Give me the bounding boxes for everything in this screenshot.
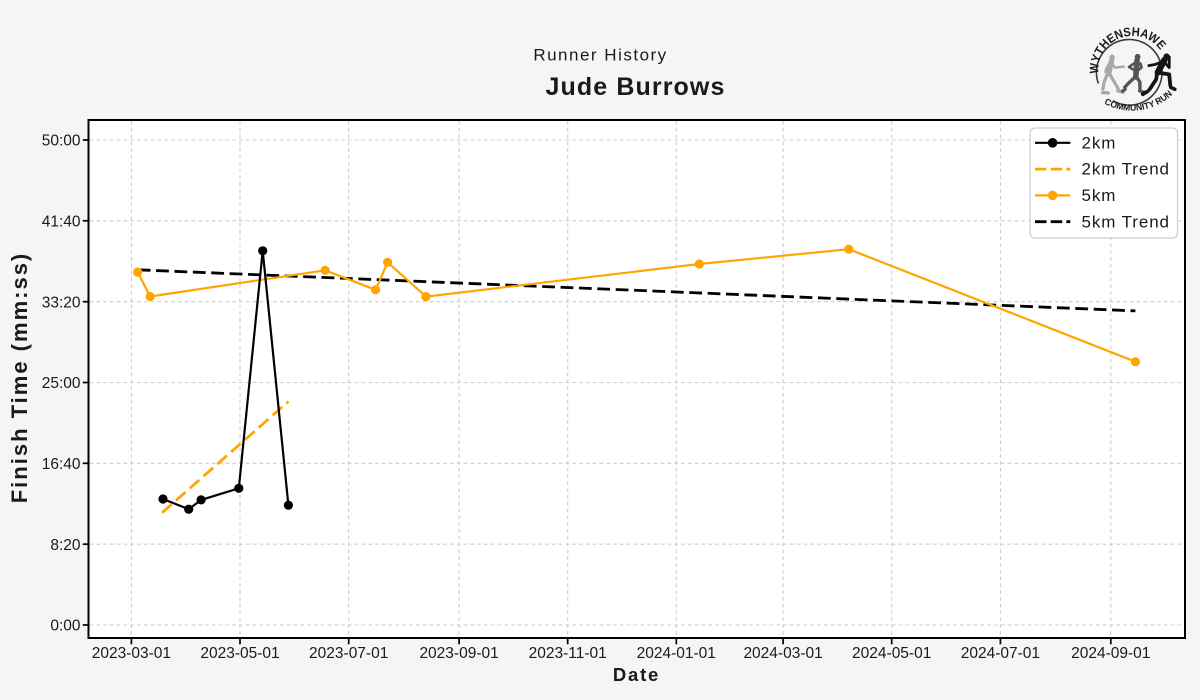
svg-text:8:20: 8:20 [50, 537, 81, 554]
svg-text:2km Trend: 2km Trend [1082, 160, 1170, 179]
svg-text:2024-03-01: 2024-03-01 [743, 645, 822, 662]
svg-text:2023-09-01: 2023-09-01 [419, 645, 498, 662]
svg-text:2023-11-01: 2023-11-01 [529, 645, 607, 662]
svg-text:33:20: 33:20 [42, 294, 81, 311]
svg-text:2023-07-01: 2023-07-01 [309, 645, 388, 662]
svg-text:5km Trend: 5km Trend [1082, 212, 1170, 231]
svg-text:2024-01-01: 2024-01-01 [637, 645, 716, 662]
svg-text:Jude Burrows: Jude Burrows [546, 73, 726, 101]
svg-text:16:40: 16:40 [42, 456, 81, 473]
svg-text:2024-09-01: 2024-09-01 [1071, 645, 1150, 662]
svg-text:50:00: 50:00 [42, 133, 81, 150]
svg-text:2023-05-01: 2023-05-01 [200, 645, 279, 662]
svg-text:41:40: 41:40 [42, 214, 81, 231]
svg-text:2024-05-01: 2024-05-01 [852, 645, 931, 662]
svg-text:Finish Time (mm:ss): Finish Time (mm:ss) [7, 252, 32, 504]
svg-text:2km: 2km [1082, 133, 1117, 152]
svg-text:5km: 5km [1082, 186, 1117, 205]
svg-text:2023-03-01: 2023-03-01 [92, 645, 171, 662]
svg-text:25:00: 25:00 [42, 375, 81, 392]
svg-text:Runner History: Runner History [533, 46, 667, 65]
svg-text:0:00: 0:00 [50, 618, 81, 635]
svg-text:Date: Date [613, 664, 660, 685]
svg-text:2024-07-01: 2024-07-01 [961, 645, 1040, 662]
